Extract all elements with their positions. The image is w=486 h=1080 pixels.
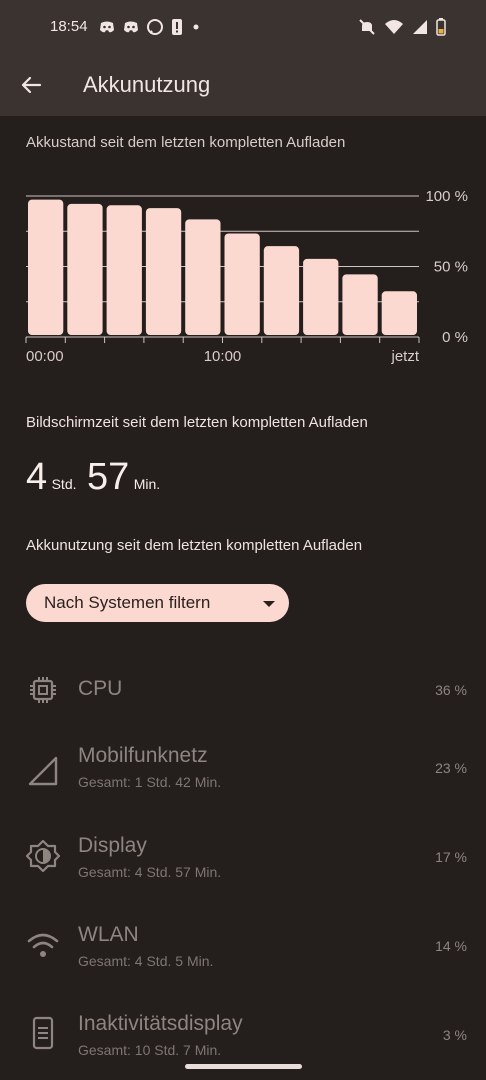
screen-time-minutes: 57 [86,456,130,498]
usage-item-detail: Gesamt: 1 Std. 42 Min. [78,774,222,790]
screen-time-hours: 4 [26,456,48,498]
chart-bar [106,205,142,335]
back-arrow-icon[interactable] [18,72,44,98]
status-time: 18:54 [50,18,88,35]
chart-x-tick-label: 10:00 [204,348,242,365]
screen-time-hours-unit: Std. [51,476,77,492]
chart-bar [185,219,221,335]
chart-y-tick-label: 100 % [425,188,468,205]
battery-level-label: Akkustand seit dem letzten kompletten Au… [26,134,346,151]
discord-icon [124,21,138,33]
chart-x-tick-label: 00:00 [26,348,64,365]
chart-bar [342,274,378,335]
battery-level-chart: 100 % 50 % 0 % 00:00 10:00 jetzt [25,188,468,365]
usage-item-ambient-display[interactable]: Inaktivitätsdisplay Gesamt: 10 Std. 7 Mi… [0,1010,486,1080]
usage-item-mobile-network[interactable]: Mobilfunknetz Gesamt: 1 Std. 42 Min. 23 … [0,742,486,822]
notification-icons [98,18,202,36]
chart-y-tick-label: 50 % [434,259,468,276]
usage-item-wlan[interactable]: WLAN Gesamt: 4 Std. 5 Min. 14 % [0,921,486,1001]
phone-icon [32,1016,54,1050]
screen-time-label: Bildschirmzeit seit dem letzten komplett… [26,414,368,431]
usage-item-name: Inaktivitätsdisplay [78,1012,243,1035]
whatsapp-icon [147,19,163,35]
usage-item-detail: Gesamt: 10 Std. 7 Min. [78,1042,222,1058]
chart-x-tick-label: jetzt [390,348,419,365]
chart-bar [303,258,339,335]
system-filter-dropdown[interactable]: Nach Systemen filtern [26,584,289,622]
display-brightness-icon [26,839,60,873]
gesture-nav-bar[interactable] [185,1064,302,1069]
screen-time-value: 4 Std. 57 Min. [26,456,166,499]
usage-item-display[interactable]: Display Gesamt: 4 Std. 57 Min. 17 % [0,832,486,912]
screen-time-minutes-unit: Min. [133,476,161,492]
chart-bar [28,199,64,335]
alert-icon [172,19,182,35]
chart-bar [145,208,182,335]
wifi-icon [385,20,403,34]
usage-item-percent: 23 % [435,760,467,776]
usage-item-cpu[interactable]: CPU 36 % [0,665,486,745]
usage-item-percent: 3 % [442,1027,467,1043]
chart-bar [224,233,260,335]
cpu-icon [30,677,56,703]
chart-bar [263,246,300,335]
filter-label: Nach Systemen filtern [44,593,211,612]
system-icons [358,18,446,36]
usage-item-name: CPU [78,677,123,700]
wifi-icon [27,933,59,957]
chart-y-tick-label: 0 % [442,329,468,346]
page-title: Akkunutzung [83,72,211,97]
usage-item-percent: 17 % [435,849,467,865]
dropdown-arrow-icon [263,601,275,607]
battery-usage-label: Akkunutzung seit dem letzten kompletten … [26,537,363,554]
app-bar: Akkunutzung [0,56,486,116]
dot-icon [193,24,199,30]
usage-item-percent: 36 % [435,682,467,698]
status-bar: 18:54 [0,0,486,56]
cellular-icon [28,756,58,786]
usage-item-name: Display [78,834,147,857]
usage-item-detail: Gesamt: 4 Std. 5 Min. [78,953,214,969]
usage-item-percent: 14 % [435,938,467,954]
mute-icon [359,19,375,35]
usage-item-name: WLAN [78,923,139,946]
usage-item-name: Mobilfunknetz [78,744,208,767]
chart-bar [381,291,417,335]
signal-icon [413,20,427,34]
battery-icon [436,18,446,36]
discord-icon [100,21,114,33]
usage-item-detail: Gesamt: 4 Std. 57 Min. [78,864,222,880]
chart-bar [67,203,103,335]
